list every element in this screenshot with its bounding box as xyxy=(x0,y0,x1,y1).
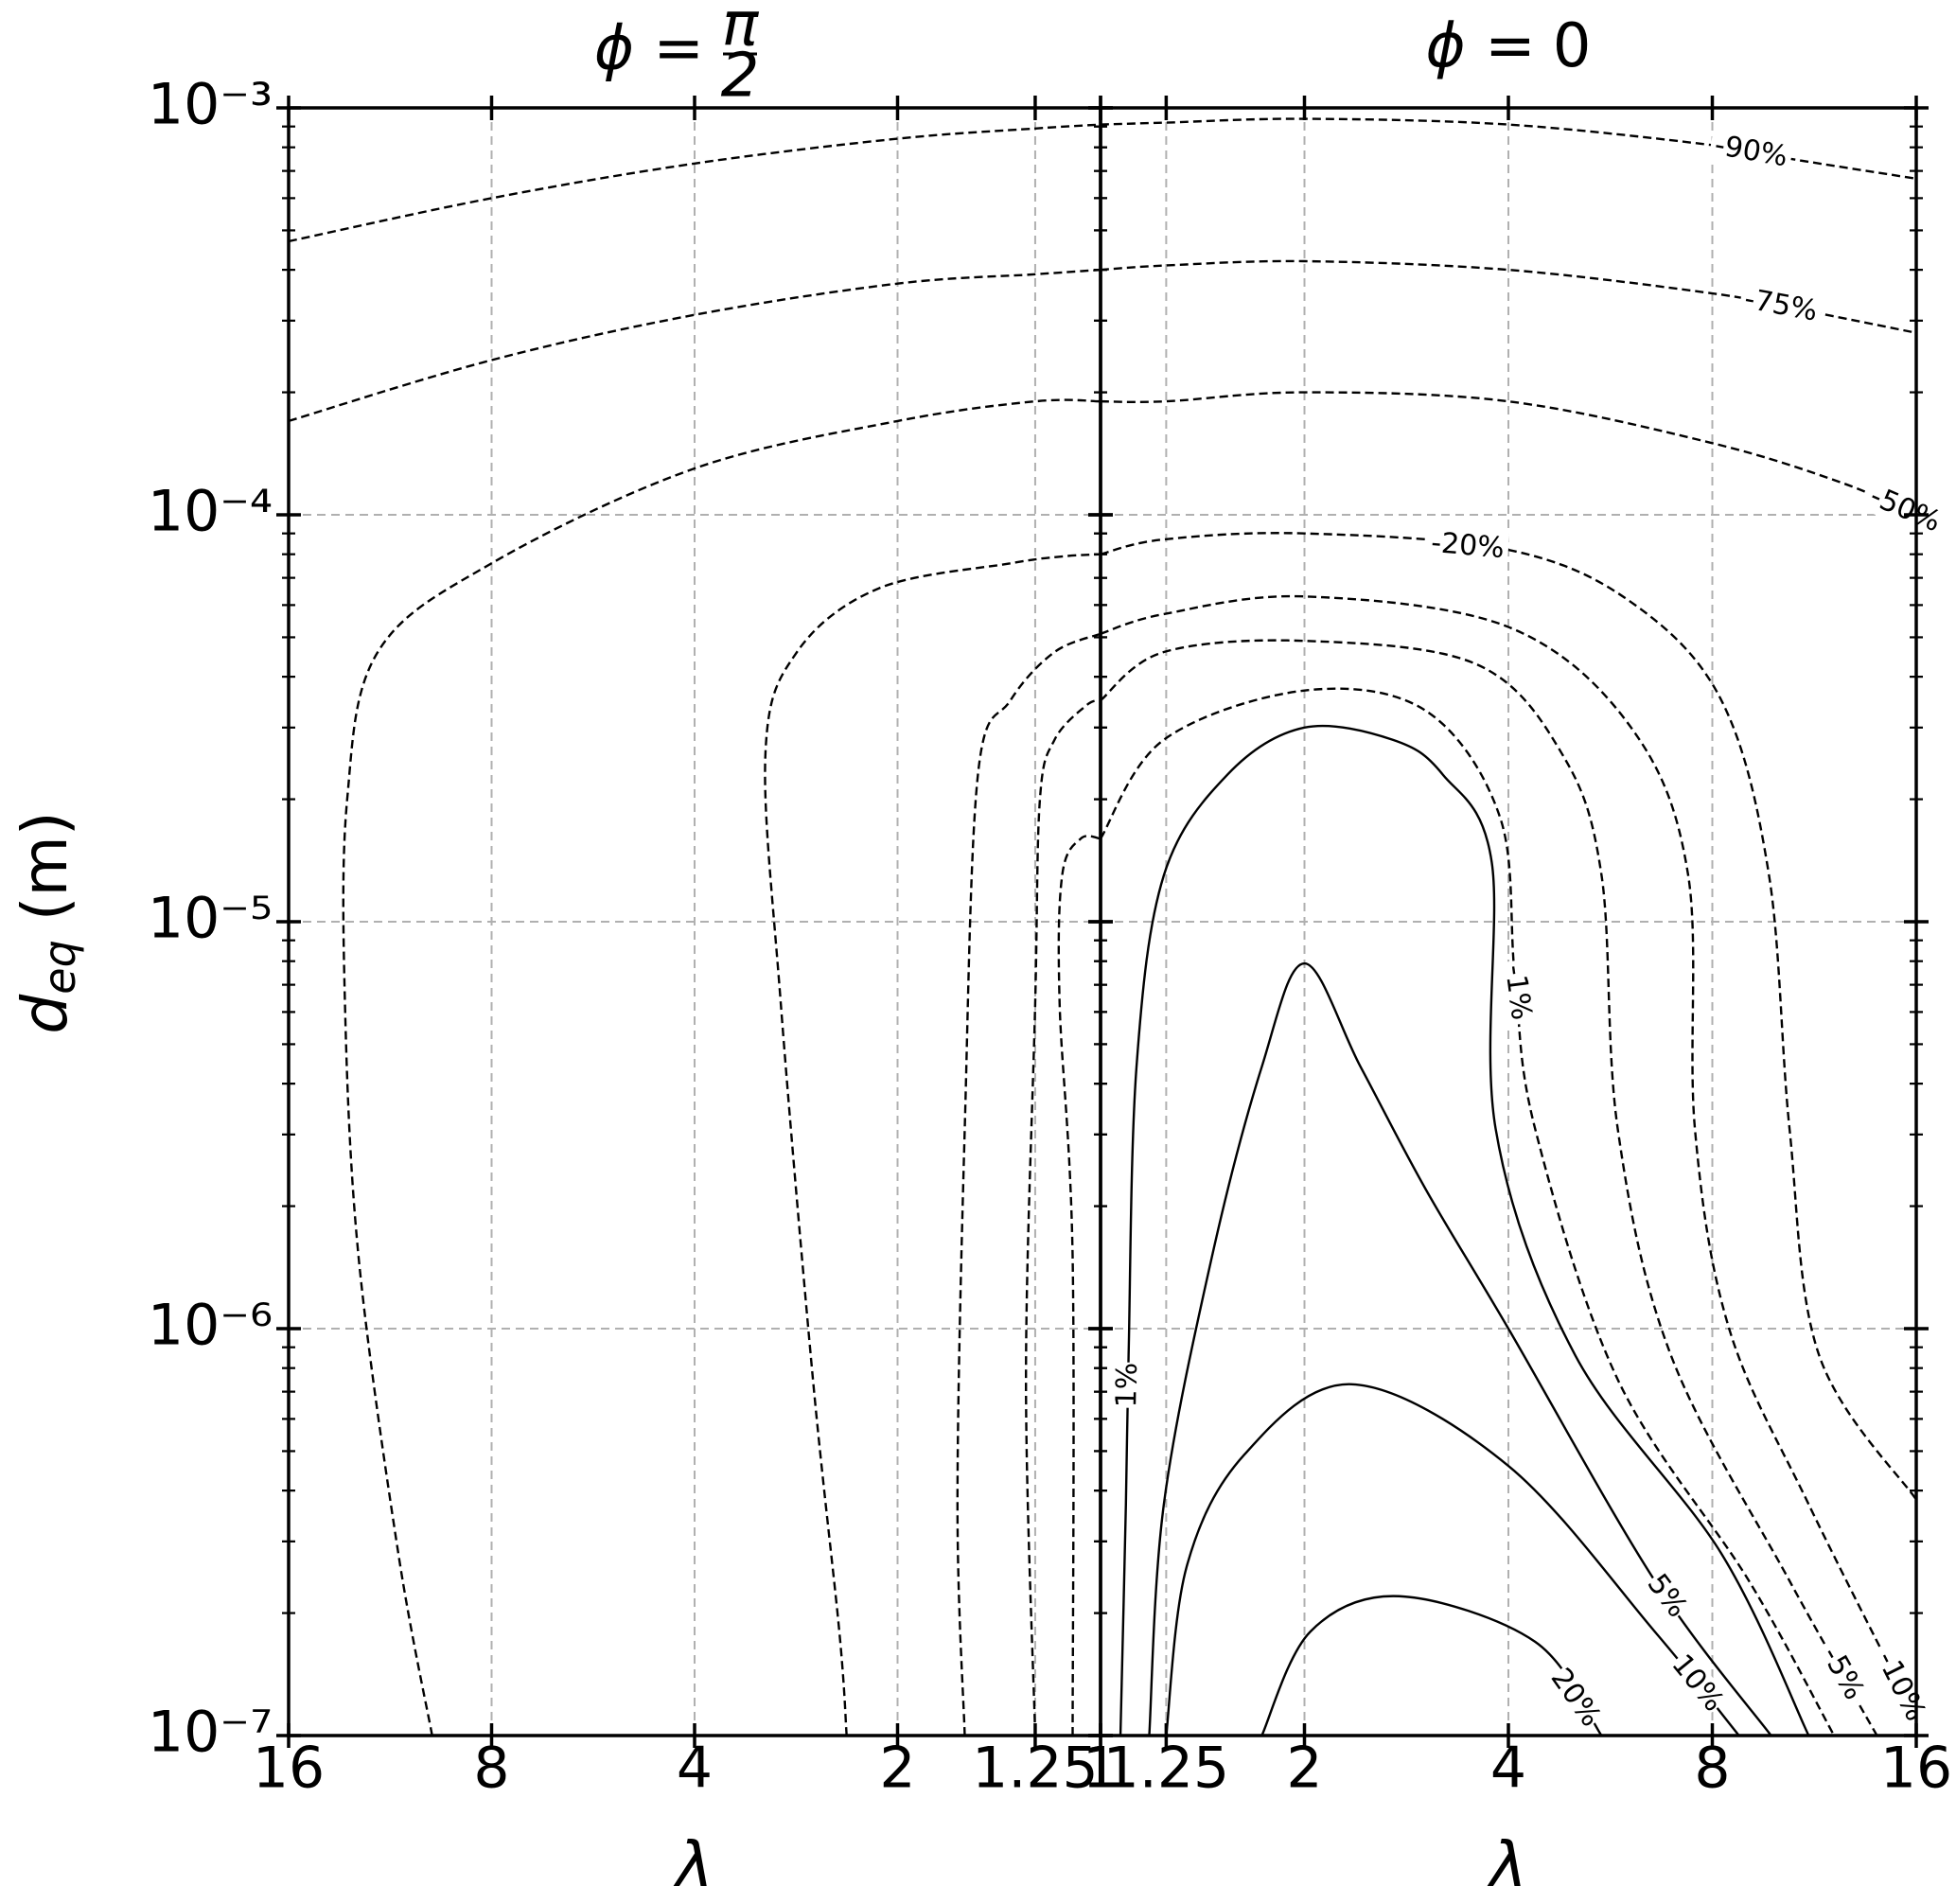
label-gap xyxy=(1737,282,1824,329)
contour-line xyxy=(1101,687,1836,1736)
x-tick-label: 2 xyxy=(879,1736,915,1802)
title-lhs: ϕ = xyxy=(1426,11,1536,81)
title-rhs: 0 xyxy=(1553,11,1592,81)
contour-label: 10% xyxy=(1664,1648,1731,1719)
label-gap xyxy=(1812,1638,1872,1710)
contour-label: 20% xyxy=(1543,1662,1608,1734)
contour-line xyxy=(1165,1383,1740,1736)
contours xyxy=(1101,117,1916,1736)
label-gap xyxy=(1640,1568,1694,1625)
label-gap xyxy=(1664,1648,1730,1719)
x-axis-label: λ xyxy=(673,1828,713,1901)
y-tick-label: 10⁻³ xyxy=(148,72,273,138)
chart-title: ϕ = 0 xyxy=(1426,11,1592,81)
contour-label: -20% xyxy=(1425,526,1510,566)
contour-line xyxy=(956,632,1101,1736)
contour-line xyxy=(1148,961,1772,1736)
label-gap xyxy=(1111,1362,1145,1408)
contour-label: -5% xyxy=(1812,1638,1872,1710)
contour-label-text: 10% xyxy=(1665,1648,1730,1719)
contour-line xyxy=(289,268,1101,423)
title-lhs: ϕ = xyxy=(594,14,704,84)
label-gap xyxy=(1543,1663,1607,1734)
contour-label-text: 1% xyxy=(1110,1363,1144,1408)
x-tick-label: 16 xyxy=(253,1736,325,1802)
contour-label-text: -20% xyxy=(1430,526,1506,565)
contour-label-text: 20% xyxy=(1544,1662,1608,1733)
contour-label-text: -75% xyxy=(1742,282,1821,328)
contour-line xyxy=(1101,259,1916,334)
contour-line xyxy=(1101,594,1916,1719)
x-tick-label: 1.25 xyxy=(972,1736,1099,1802)
contour-line xyxy=(1101,532,1916,1501)
contour-label-text: -50% xyxy=(1865,480,1946,539)
y-tick-label: 10⁻⁴ xyxy=(148,479,273,545)
contour-label-text: 5% xyxy=(1641,1568,1695,1624)
contour-label: -90% xyxy=(1707,129,1794,175)
contour-line xyxy=(1101,391,1916,517)
contour-label-text: -1% xyxy=(1498,962,1538,1022)
x-tick-label: 4 xyxy=(677,1736,713,1802)
label-gap xyxy=(1496,959,1538,1027)
contour-label: -75% xyxy=(1737,282,1824,329)
label-gap xyxy=(1707,129,1794,175)
x-axis-label: λ xyxy=(1487,1828,1526,1901)
contour-label-text: -90% xyxy=(1712,129,1789,174)
x-tick-label: 8 xyxy=(1694,1736,1730,1802)
contour-label: -50% xyxy=(1860,479,1949,541)
x-tick-label: 8 xyxy=(473,1736,509,1802)
contour-line xyxy=(342,398,1101,1736)
y-tick-label: 10⁻⁷ xyxy=(148,1700,273,1766)
x-tick-label: 4 xyxy=(1490,1736,1526,1802)
x-tick-label: 16 xyxy=(1880,1736,1952,1802)
contour-line xyxy=(1119,724,1810,1736)
label-gap xyxy=(1425,527,1510,566)
contour-line xyxy=(764,553,1101,1736)
x-tick-label: 1.25 xyxy=(1103,1736,1230,1802)
y-tick-label: 10⁻⁶ xyxy=(148,1293,273,1359)
contour-label: -1% xyxy=(1496,959,1538,1027)
y-tick-label: 10⁻⁵ xyxy=(148,886,273,952)
y-label-subscript: eq xyxy=(34,940,85,995)
y-label-unit: (m) xyxy=(9,811,81,921)
y-label-symbol: d xyxy=(9,994,81,1034)
y-axis-label: deq (m) xyxy=(9,811,84,1033)
contour-line xyxy=(1101,639,1878,1736)
contour-line xyxy=(1057,835,1101,1736)
contour-label: -10% xyxy=(1867,1643,1933,1731)
contour-line xyxy=(1260,1595,1603,1736)
x-tick-label: 1 xyxy=(1083,1736,1119,1802)
contour-line xyxy=(289,123,1101,243)
contour-line xyxy=(1024,698,1101,1736)
contour-label: 5% xyxy=(1640,1568,1694,1625)
contours xyxy=(289,123,1101,1736)
contour-label: 1% xyxy=(1110,1362,1145,1408)
label-gap xyxy=(1860,479,1949,541)
x-tick-label: 2 xyxy=(1286,1736,1322,1802)
title-denominator: 2 xyxy=(721,42,760,112)
title-numerator: π xyxy=(722,0,760,61)
contour-label-text: -10% xyxy=(1870,1646,1932,1726)
